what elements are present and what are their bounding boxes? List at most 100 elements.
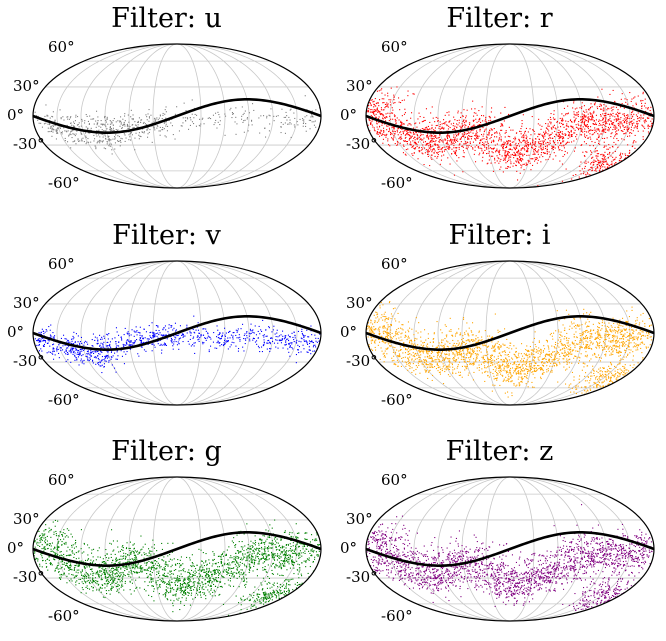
data-point: [505, 160, 506, 161]
data-point: [411, 354, 412, 355]
data-point: [550, 140, 551, 141]
data-point: [102, 129, 103, 130]
data-point: [423, 364, 424, 365]
data-point: [566, 113, 567, 114]
data-point: [125, 354, 126, 355]
data-point: [560, 131, 561, 132]
data-point: [505, 345, 506, 346]
data-point: [410, 118, 411, 119]
data-point: [633, 142, 634, 143]
data-point: [138, 121, 139, 122]
data-point: [122, 119, 123, 120]
data-point: [294, 341, 295, 342]
data-point: [549, 151, 550, 152]
data-point: [526, 146, 527, 147]
data-point: [444, 365, 445, 366]
data-point: [602, 125, 603, 126]
data-point: [481, 337, 482, 338]
data-point: [624, 127, 625, 128]
data-point: [627, 136, 628, 137]
data-point: [163, 327, 164, 328]
data-point: [591, 118, 592, 119]
data-point: [113, 125, 114, 126]
data-point: [605, 126, 606, 127]
data-point: [171, 338, 172, 339]
data-point: [291, 343, 292, 344]
data-point: [509, 127, 510, 128]
data-point: [221, 344, 222, 345]
data-point: [459, 352, 460, 353]
data-point: [444, 151, 445, 152]
data-point: [49, 346, 50, 347]
data-point: [481, 115, 482, 116]
data-point: [607, 163, 608, 164]
data-point: [584, 121, 585, 122]
data-point: [477, 132, 478, 133]
data-point: [303, 123, 304, 124]
data-point: [633, 98, 634, 99]
data-point: [596, 150, 597, 151]
data-point: [218, 341, 219, 342]
data-point: [409, 353, 410, 354]
data-point: [395, 121, 396, 122]
data-point: [416, 144, 417, 145]
data-point: [563, 156, 564, 157]
data-point: [384, 320, 385, 321]
data-point: [617, 133, 618, 134]
data-point: [532, 165, 533, 166]
data-point: [483, 115, 484, 116]
data-point: [411, 112, 412, 113]
data-point: [110, 124, 111, 125]
data-point: [441, 356, 442, 357]
data-point: [368, 108, 369, 109]
data-point: [619, 119, 620, 120]
data-point: [468, 132, 469, 133]
data-point: [595, 123, 596, 124]
data-point: [461, 339, 462, 340]
data-point: [626, 119, 627, 120]
data-point: [501, 136, 502, 137]
data-point: [393, 352, 394, 353]
data-point: [201, 334, 202, 335]
data-point: [166, 106, 167, 107]
data-point: [215, 120, 216, 121]
data-point: [567, 113, 568, 114]
data-point: [398, 351, 399, 352]
data-point: [550, 119, 551, 120]
data-point: [163, 334, 164, 335]
data-point: [225, 135, 226, 136]
data-point: [197, 339, 198, 340]
data-point: [452, 364, 453, 365]
data-point: [499, 133, 500, 134]
data-point: [480, 340, 481, 341]
data-point: [121, 124, 122, 125]
data-point: [594, 127, 595, 128]
data-point: [426, 352, 427, 353]
ytick-label: 0°: [340, 107, 357, 123]
data-point: [390, 102, 391, 103]
data-point: [563, 140, 564, 141]
data-point: [165, 344, 166, 345]
data-point: [497, 144, 498, 145]
data-point: [46, 331, 47, 332]
data-point: [114, 368, 115, 369]
data-point: [468, 352, 469, 353]
data-point: [99, 142, 100, 143]
data-point: [506, 132, 507, 133]
data-point: [112, 130, 113, 131]
data-point: [596, 119, 597, 120]
data-point: [198, 336, 199, 337]
data-point: [415, 353, 416, 354]
data-point: [436, 138, 437, 139]
data-point: [539, 139, 540, 140]
data-point: [600, 161, 601, 162]
data-point: [588, 122, 589, 123]
data-point: [410, 363, 411, 364]
data-point: [513, 157, 514, 158]
data-point: [71, 339, 72, 340]
data-point: [113, 128, 114, 129]
data-point: [644, 128, 645, 129]
data-point: [303, 126, 304, 127]
data-point: [405, 335, 406, 336]
data-point: [643, 136, 644, 137]
